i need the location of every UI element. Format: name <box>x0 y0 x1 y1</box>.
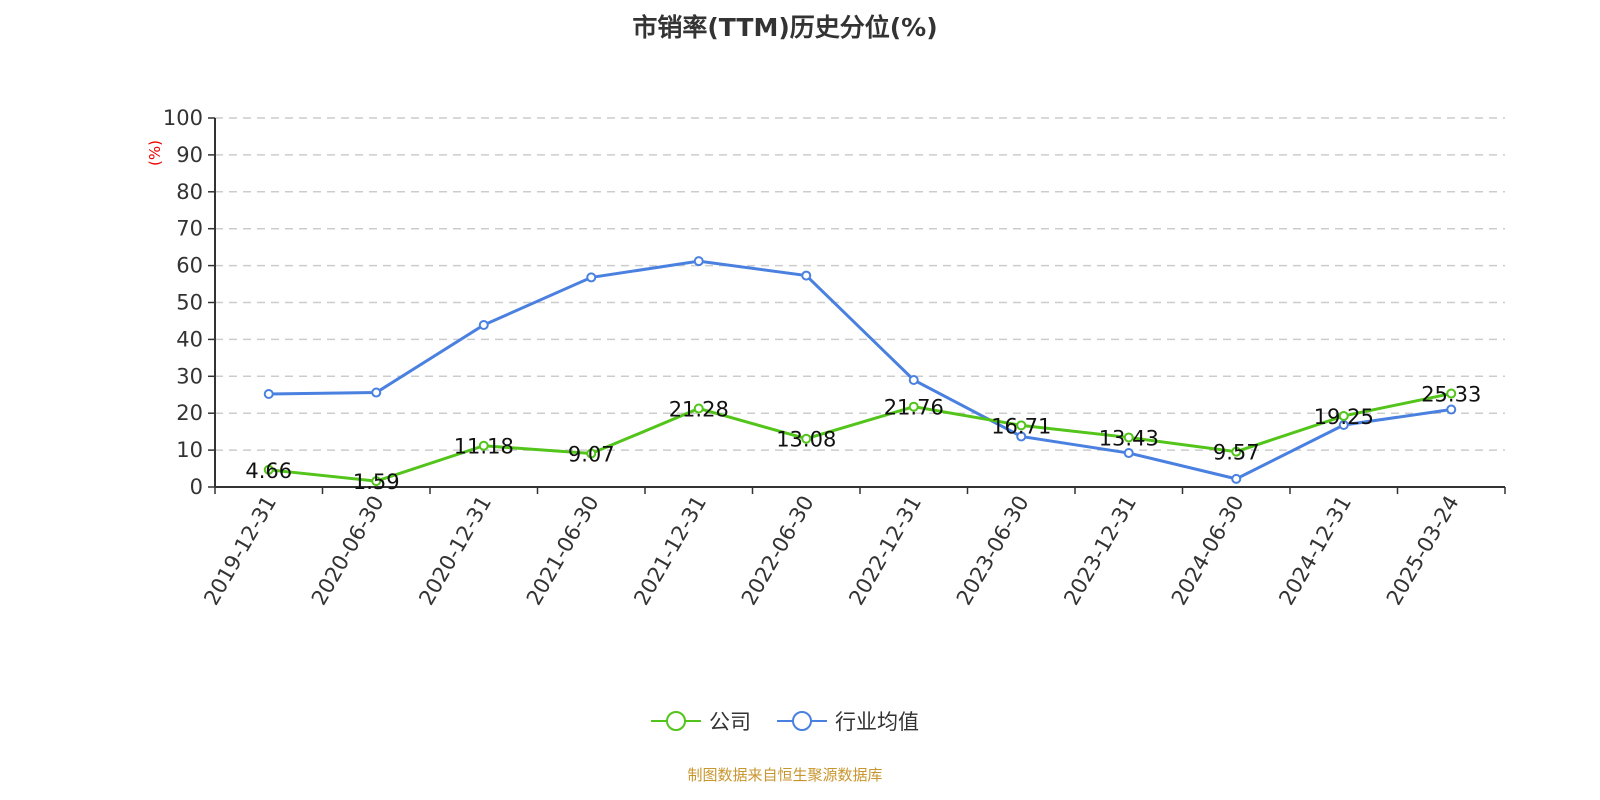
data-point <box>693 403 704 414</box>
legend: 公司 行业均值 <box>0 706 1570 736</box>
data-point <box>1231 473 1242 484</box>
y-tick-label: 90 <box>176 143 203 167</box>
x-tick-label: 2022-12-31 <box>844 492 926 610</box>
data-point <box>1338 420 1349 431</box>
data-label: 16.71 <box>991 414 1051 438</box>
x-tick-label: 2024-06-30 <box>1167 492 1249 610</box>
data-point <box>1016 431 1027 442</box>
data-point <box>1123 432 1134 443</box>
series-line <box>268 259 1452 481</box>
chart-title: 市销率(TTM)历史分位(%) <box>632 13 938 42</box>
legend-marker-icon <box>777 711 827 731</box>
x-tick-label: 2020-06-30 <box>307 492 389 610</box>
data-label: 9.07 <box>568 443 615 467</box>
data-point <box>586 272 597 283</box>
y-tick-label: 0 <box>190 475 203 499</box>
series-line <box>268 392 1452 483</box>
y-tick-label: 80 <box>176 180 203 204</box>
data-point <box>908 401 919 412</box>
data-point <box>1016 420 1027 431</box>
legend-label: 行业均值 <box>835 710 919 734</box>
x-tick-label: 2020-12-31 <box>414 492 496 610</box>
data-point <box>801 433 812 444</box>
data-label: 1.59 <box>353 470 400 494</box>
y-tick-label: 100 <box>163 106 203 130</box>
legend-item-company[interactable]: 公司 <box>651 706 751 736</box>
data-point <box>1231 446 1242 457</box>
y-tick-label: 70 <box>176 217 203 241</box>
data-point <box>1123 448 1134 459</box>
data-point <box>478 440 489 451</box>
source-note: 制图数据来自恒生聚源数据库 <box>687 766 883 784</box>
y-tick-label: 60 <box>176 254 203 278</box>
data-point <box>371 476 382 487</box>
legend-item-industry-average[interactable]: 行业均值 <box>777 706 919 736</box>
data-point <box>801 270 812 281</box>
x-tick-label: 2022-06-30 <box>737 492 819 610</box>
data-point <box>908 374 919 385</box>
data-label: 21.76 <box>884 396 944 420</box>
y-axis-label: (%) <box>146 140 164 166</box>
data-label: 19.25 <box>1314 405 1374 429</box>
x-tick-label: 2021-12-31 <box>629 492 711 610</box>
line-chart: 0 10 20 30 40 50 60 70 80 90 100 (%) 2019-12-31 2020-… <box>146 106 1506 610</box>
x-tick-label: 2023-12-31 <box>1059 492 1141 610</box>
data-label: 4.66 <box>245 459 292 483</box>
data-point <box>371 387 382 398</box>
data-label: 13.43 <box>1099 426 1159 450</box>
data-point <box>586 448 597 459</box>
data-point <box>1446 388 1457 399</box>
data-label: 13.08 <box>776 428 836 452</box>
x-tick-label: 2024-12-31 <box>1274 492 1356 610</box>
data-point <box>263 389 274 400</box>
legend-label: 公司 <box>709 710 751 734</box>
data-point <box>1338 410 1349 421</box>
x-tick-label: 2019-12-31 <box>199 492 281 610</box>
data-point <box>263 464 274 475</box>
legend-marker-icon <box>651 711 701 731</box>
y-tick-label: 20 <box>176 401 203 425</box>
y-tick-label: 30 <box>176 364 203 388</box>
data-point <box>693 256 704 267</box>
data-label: 21.28 <box>669 397 729 421</box>
data-point <box>1446 404 1457 415</box>
data-label: 11.18 <box>454 435 514 459</box>
data-point <box>478 320 489 331</box>
y-tick-label: 10 <box>176 438 203 462</box>
x-tick-label: 2021-06-30 <box>522 492 604 610</box>
y-tick-label: 40 <box>176 327 203 351</box>
y-tick-label: 50 <box>176 291 203 315</box>
x-tick-label: 2025-03-24 <box>1382 492 1464 610</box>
x-tick-label: 2023-06-30 <box>952 492 1034 610</box>
data-label: 25.33 <box>1421 383 1481 407</box>
data-label: 9.57 <box>1213 441 1260 465</box>
